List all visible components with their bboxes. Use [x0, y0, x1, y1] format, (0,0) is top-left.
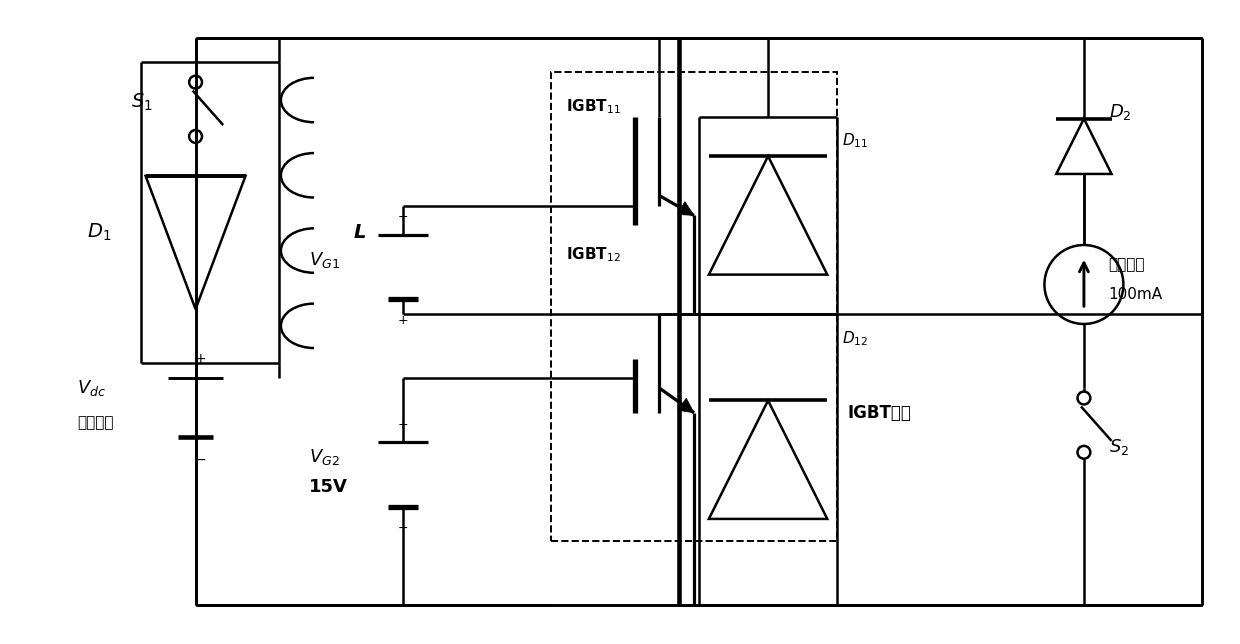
Text: $V_{dc}$: $V_{dc}$	[77, 378, 107, 398]
Polygon shape	[677, 202, 694, 215]
Text: 程控电源: 程控电源	[77, 415, 114, 430]
Text: 15V: 15V	[309, 478, 348, 496]
Text: $D_2$: $D_2$	[1109, 102, 1131, 122]
Text: $D_{12}$: $D_{12}$	[842, 329, 868, 348]
Text: +: +	[398, 314, 408, 327]
Text: +: +	[398, 417, 408, 431]
Polygon shape	[678, 398, 694, 413]
Text: $V_{G2}$: $V_{G2}$	[309, 447, 340, 468]
Text: $D_1$: $D_1$	[87, 222, 112, 243]
Text: 100mA: 100mA	[1109, 287, 1163, 302]
Text: $V_{G1}$: $V_{G1}$	[309, 250, 340, 270]
Bar	[551, 72, 837, 541]
Text: $D_{11}$: $D_{11}$	[842, 131, 868, 150]
Text: +: +	[195, 352, 206, 366]
Text: IGBT$_{12}$: IGBT$_{12}$	[565, 245, 620, 263]
Text: $S_2$: $S_2$	[1109, 437, 1128, 457]
Text: 恒流电源: 恒流电源	[1109, 257, 1145, 272]
Text: $-$: $-$	[195, 452, 207, 466]
Text: IGBT模块: IGBT模块	[847, 404, 911, 422]
Text: $-$: $-$	[397, 211, 408, 223]
Text: IGBT$_{11}$: IGBT$_{11}$	[565, 97, 620, 116]
Text: $S_1$: $S_1$	[131, 91, 154, 113]
Text: L: L	[353, 223, 366, 242]
Text: $-$: $-$	[397, 522, 408, 535]
